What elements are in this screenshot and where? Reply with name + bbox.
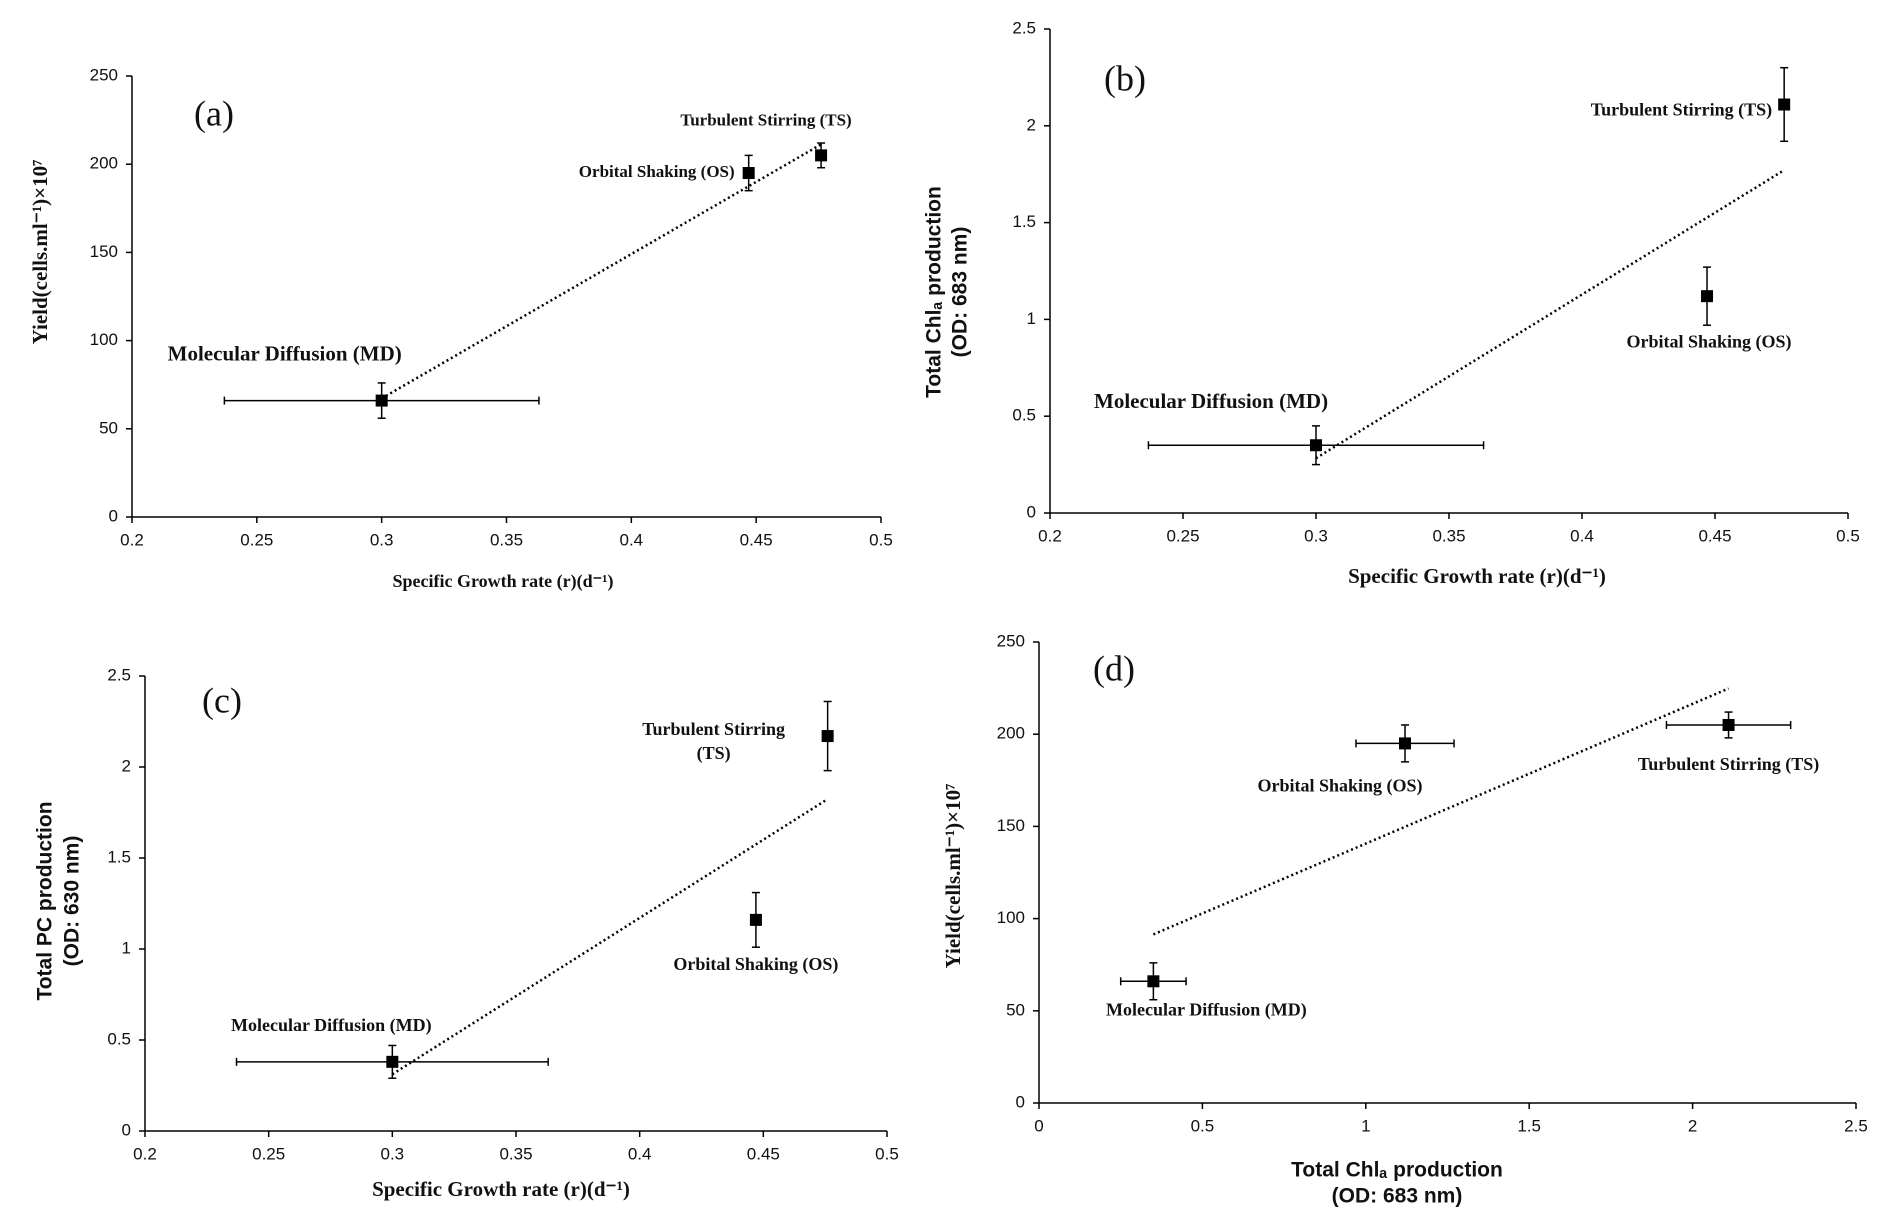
y-axis-label: Total PC production	[34, 801, 57, 1000]
point-label: (TS)	[697, 743, 731, 764]
y-axis-label: (OD: 630 nm)	[61, 836, 84, 967]
point-label: Turbulent Stirring	[642, 719, 785, 739]
y-tick-label: 0.5	[1012, 406, 1036, 425]
panel-label: (a)	[194, 93, 234, 133]
x-tick-label: 0.35	[490, 530, 523, 549]
y-tick-label: 0	[1027, 502, 1036, 521]
panel-label: (c)	[202, 680, 242, 720]
point-label: Turbulent Stirring (TS)	[680, 110, 851, 129]
x-tick-label: 1.5	[1517, 1116, 1541, 1135]
x-tick-label: 0.5	[875, 1144, 899, 1163]
point-label: Turbulent Stirring (TS)	[1638, 754, 1819, 775]
x-tick-label: 0.5	[1836, 526, 1860, 545]
x-tick-label: 0.4	[620, 530, 644, 549]
y-tick-label: 2	[1027, 115, 1036, 134]
x-tick-label: 0.35	[1432, 526, 1465, 545]
y-axis-label: Yield(cells.ml⁻¹)×10⁷	[941, 784, 965, 969]
point	[742, 167, 755, 180]
x-tick-label: 0.3	[370, 530, 394, 549]
trendline	[391, 798, 829, 1076]
point	[1701, 290, 1714, 303]
x-tick-label: 0.45	[740, 530, 773, 549]
point	[1722, 718, 1735, 731]
point-label: Molecular Diffusion (MD)	[168, 341, 402, 365]
trendline	[1315, 169, 1785, 460]
point-label: Turbulent Stirring (TS)	[1591, 100, 1772, 121]
point	[1399, 737, 1412, 750]
point	[386, 1055, 399, 1068]
x-tick-label: 0.2	[120, 530, 144, 549]
x-tick-label: 0.25	[1166, 526, 1199, 545]
y-tick-label: 2.5	[1012, 18, 1036, 37]
x-tick-label: 2.5	[1844, 1116, 1868, 1135]
y-tick-label: 1	[122, 938, 131, 957]
x-axis-label: Specific Growth rate (r)(d⁻¹)	[372, 1177, 630, 1201]
x-axis-label: Specific Growth rate (r)(d⁻¹)	[392, 571, 613, 592]
trendline	[381, 143, 822, 400]
y-tick-label: 250	[90, 65, 118, 84]
y-tick-label: 250	[997, 631, 1025, 650]
x-tick-label: 1	[1361, 1116, 1370, 1135]
point-label: Molecular Diffusion (MD)	[1106, 999, 1307, 1020]
point-label: Orbital Shaking (OS)	[1626, 331, 1791, 352]
x-tick-label: 0.4	[628, 1144, 652, 1163]
y-tick-label: 0	[1016, 1092, 1025, 1111]
x-tick-label: 0.4	[1570, 526, 1594, 545]
trendline	[1152, 687, 1730, 936]
point	[821, 730, 834, 743]
x-tick-label: 0.25	[240, 530, 273, 549]
x-tick-label: 2	[1688, 1116, 1697, 1135]
y-tick-label: 50	[99, 418, 118, 437]
x-tick-label: 0.25	[252, 1144, 285, 1163]
y-tick-label: 100	[997, 908, 1025, 927]
y-axis-label: Total Chlₐ production	[923, 186, 946, 398]
y-tick-label: 0.5	[107, 1029, 131, 1048]
y-tick-label: 1.5	[107, 847, 131, 866]
x-tick-label: 0.5	[1191, 1116, 1215, 1135]
point	[375, 394, 388, 407]
y-tick-label: 1.5	[1012, 212, 1036, 231]
y-tick-label: 150	[997, 816, 1025, 835]
y-tick-label: 200	[997, 724, 1025, 743]
point	[815, 149, 828, 162]
x-tick-label: 0.3	[381, 1144, 405, 1163]
point	[1778, 98, 1791, 111]
panel-label: (d)	[1093, 648, 1135, 688]
y-tick-label: 200	[90, 154, 118, 173]
x-tick-label: 0.3	[1304, 526, 1328, 545]
x-tick-label: 0.2	[1038, 526, 1062, 545]
point-label: Orbital Shaking (OS)	[1257, 776, 1422, 797]
x-tick-label: 0	[1034, 1116, 1043, 1135]
point-label: Orbital Shaking (OS)	[673, 954, 838, 975]
x-tick-label: 0.5	[869, 530, 893, 549]
panel-label: (b)	[1104, 58, 1146, 98]
x-tick-label: 0.35	[499, 1144, 532, 1163]
x-axis-label: Specific Growth rate (r)(d⁻¹)	[1348, 564, 1606, 588]
x-tick-label: 0.45	[1698, 526, 1731, 545]
point	[1147, 975, 1160, 988]
y-tick-label: 1	[1027, 309, 1036, 328]
y-tick-label: 100	[90, 330, 118, 349]
x-axis-label: (OD: 683 nm)	[1332, 1185, 1463, 1208]
y-tick-label: 2.5	[107, 665, 131, 684]
x-tick-label: 0.2	[133, 1144, 157, 1163]
point-label: Molecular Diffusion (MD)	[231, 1015, 432, 1036]
x-tick-label: 0.45	[747, 1144, 780, 1163]
y-tick-label: 2	[122, 756, 131, 775]
point-label: Orbital Shaking (OS)	[579, 162, 735, 181]
y-axis-label: (OD: 683 nm)	[949, 227, 972, 358]
point	[1310, 439, 1322, 452]
y-axis-label: Yield(cells.ml⁻¹)×10⁷	[28, 160, 52, 345]
y-tick-label: 0	[122, 1120, 131, 1139]
y-tick-label: 50	[1006, 1000, 1025, 1019]
y-tick-label: 150	[90, 242, 118, 261]
y-tick-label: 0	[109, 506, 118, 525]
point	[749, 913, 762, 926]
point-label: Molecular Diffusion (MD)	[1094, 389, 1328, 413]
x-axis-label: Total Chlₐ production	[1291, 1159, 1503, 1182]
